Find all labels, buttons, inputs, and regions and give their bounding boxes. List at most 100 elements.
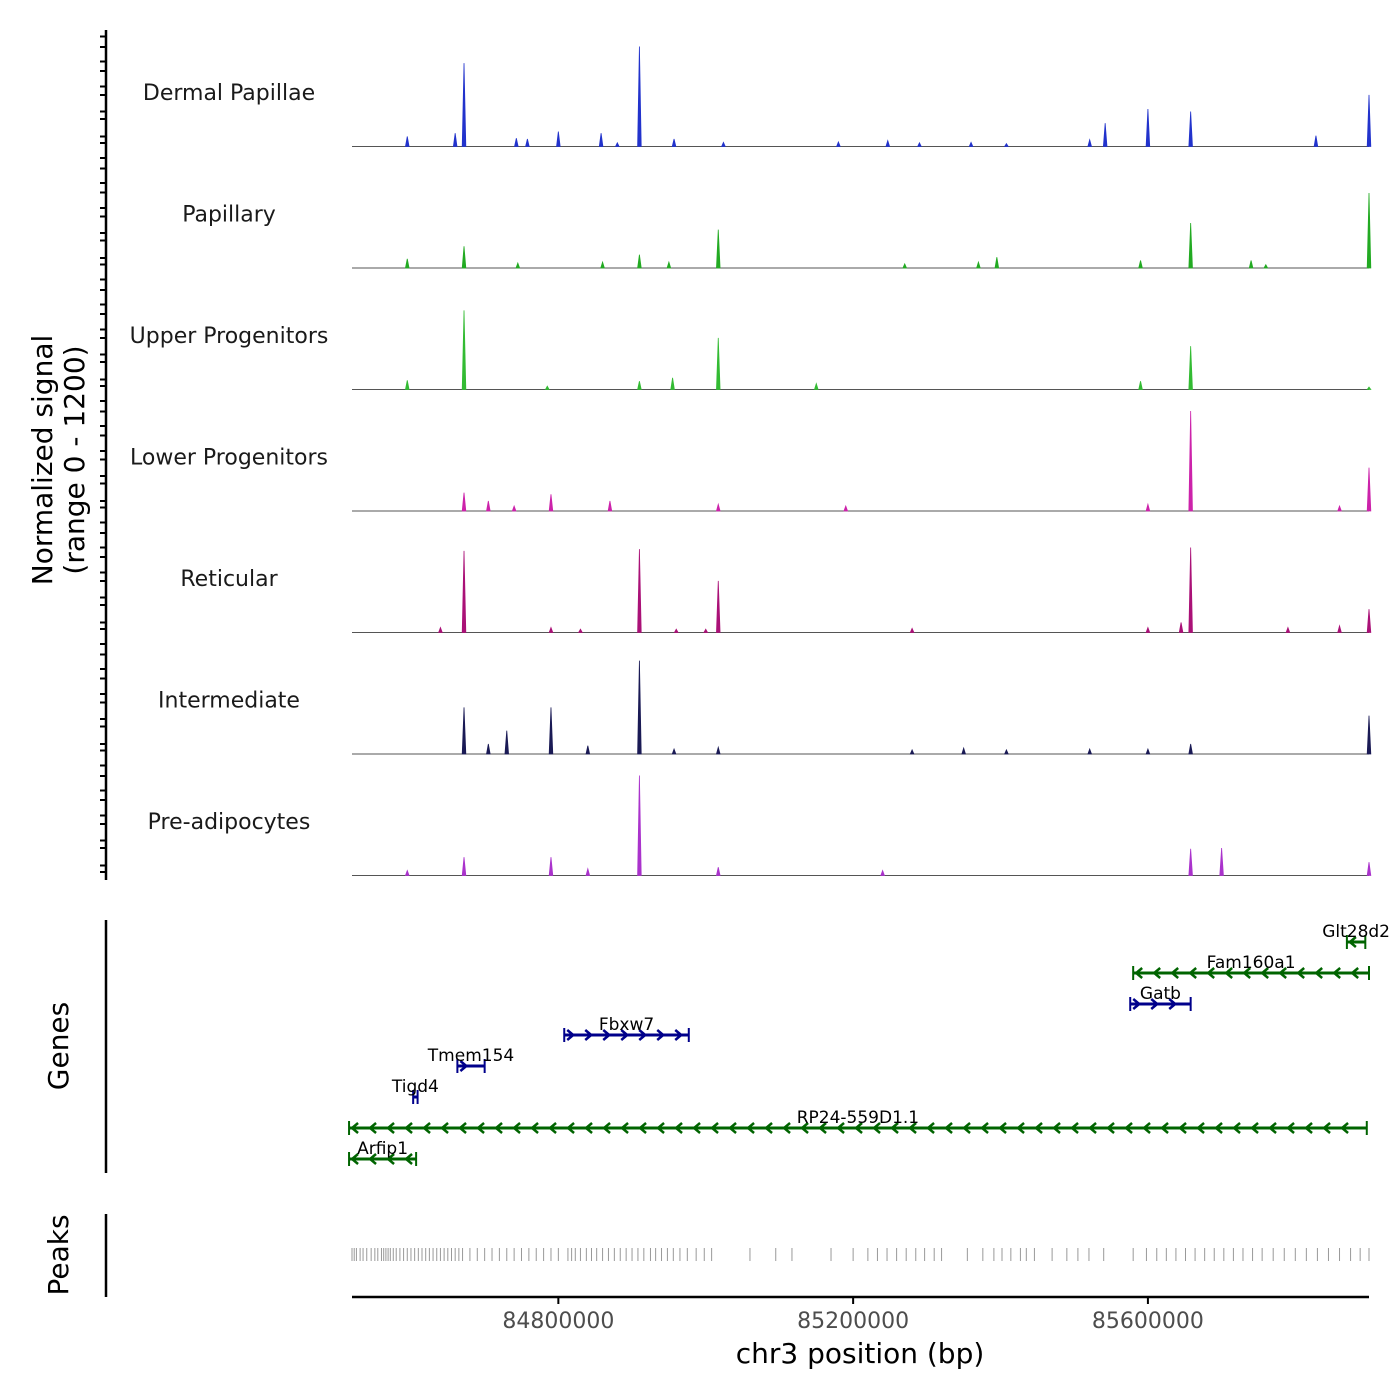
strand-chevron	[1350, 967, 1359, 979]
strand-chevron	[1278, 967, 1287, 979]
strand-chevron	[854, 1122, 863, 1134]
signal-peak	[544, 385, 550, 390]
signal-peak	[461, 857, 467, 876]
signal-peak	[461, 707, 467, 755]
signal-peak	[1188, 547, 1193, 633]
signal-peak	[1087, 138, 1093, 147]
signal-peak	[1145, 626, 1151, 633]
strand-chevron	[1260, 967, 1269, 979]
signal-peak	[673, 628, 679, 633]
strand-chevron	[1268, 1122, 1277, 1134]
strand-chevron	[602, 1029, 612, 1041]
signal-peak	[607, 500, 613, 512]
signal-peak	[598, 133, 604, 147]
strand-chevron	[1340, 1122, 1349, 1134]
signal-peak	[1366, 94, 1372, 147]
signal-peak	[548, 707, 554, 755]
strand-chevron	[459, 1060, 469, 1072]
signal-peak	[548, 494, 554, 512]
signal-peak	[1188, 111, 1193, 147]
strand-chevron	[548, 1122, 557, 1134]
signal-peak	[525, 138, 530, 147]
strand-chevron	[386, 1153, 395, 1165]
signal-peak	[637, 46, 642, 147]
signal-peak	[1366, 862, 1372, 876]
signal-peak	[1219, 847, 1224, 876]
strand-chevron	[1196, 1122, 1205, 1134]
signal-peak	[637, 549, 642, 633]
signal-peak	[486, 500, 491, 512]
strand-chevron	[1070, 1122, 1079, 1134]
signal-peak	[1188, 346, 1193, 390]
signal-peak	[637, 381, 642, 390]
signal-peak	[461, 63, 467, 147]
signal-peak	[1004, 748, 1009, 755]
strand-chevron	[1286, 1122, 1295, 1134]
x-axis-title: chr3 position (bp)	[736, 1337, 985, 1370]
strand-chevron	[602, 1122, 611, 1134]
signal-axis-title-line2: (range 0 - 1200)	[58, 345, 91, 574]
strand-chevron	[368, 1153, 377, 1165]
signal-peak	[600, 260, 605, 269]
strand-chevron	[674, 1122, 683, 1134]
signal-peak	[585, 745, 591, 755]
track-label: Papillary	[182, 203, 276, 228]
strand-chevron	[764, 1122, 773, 1134]
strand-chevron	[1160, 1122, 1169, 1134]
strand-chevron	[404, 1153, 413, 1165]
signal-peak	[404, 258, 410, 269]
strand-chevron	[494, 1122, 503, 1134]
signal-peak	[1263, 263, 1269, 269]
signal-peak	[1145, 502, 1151, 512]
strand-chevron	[638, 1029, 648, 1041]
x-tick-label: 84800000	[502, 1309, 614, 1334]
signal-peak	[1138, 260, 1143, 269]
signal-peak	[976, 260, 981, 269]
track-label: Upper Progenitors	[130, 324, 329, 349]
strand-chevron	[1178, 1122, 1187, 1134]
strand-chevron	[1142, 1122, 1151, 1134]
signal-peak	[715, 745, 721, 755]
signal-peak	[902, 262, 908, 269]
strand-chevron	[1304, 1122, 1313, 1134]
signal-peak	[1313, 135, 1319, 147]
strand-chevron	[458, 1122, 467, 1134]
signal-peak	[671, 138, 677, 147]
strand-chevron	[962, 1122, 971, 1134]
strand-chevron	[584, 1122, 593, 1134]
signal-peak	[486, 743, 491, 755]
x-tick-label: 85600000	[1092, 1309, 1204, 1334]
gene-label: Tmem154	[427, 1046, 514, 1066]
x-axis-ticks: 84800000 85200000 85600000	[502, 1297, 1204, 1334]
strand-chevron	[422, 1122, 431, 1134]
strand-chevron	[638, 1122, 647, 1134]
signal-peak	[1087, 747, 1093, 755]
strand-chevron	[1322, 1122, 1331, 1134]
signal-peak	[461, 550, 467, 633]
peak-marks	[351, 1248, 1370, 1261]
signal-peak	[461, 492, 467, 512]
signal-peak	[1337, 624, 1342, 633]
signal-peak	[1188, 848, 1193, 876]
strand-chevron	[746, 1122, 755, 1134]
signal-peak	[514, 138, 519, 147]
strand-chevron	[674, 1029, 684, 1041]
signal-peak	[504, 730, 509, 755]
signal-peak	[715, 867, 721, 876]
track-label: Dermal Papillae	[143, 81, 315, 106]
strand-chevron	[1034, 1122, 1043, 1134]
signal-peak	[671, 747, 677, 755]
signal-peak	[438, 626, 443, 633]
track-label: Intermediate	[158, 689, 300, 714]
strand-chevron	[386, 1122, 395, 1134]
strand-chevron	[530, 1122, 539, 1134]
signal-peak	[880, 869, 885, 876]
strand-chevron	[1106, 1122, 1115, 1134]
strand-chevron	[872, 1122, 881, 1134]
signal-peak	[1366, 467, 1372, 512]
strand-chevron	[1224, 967, 1233, 979]
signal-peak	[585, 867, 591, 876]
signal-peak	[843, 504, 849, 512]
signal-peak	[703, 628, 709, 633]
